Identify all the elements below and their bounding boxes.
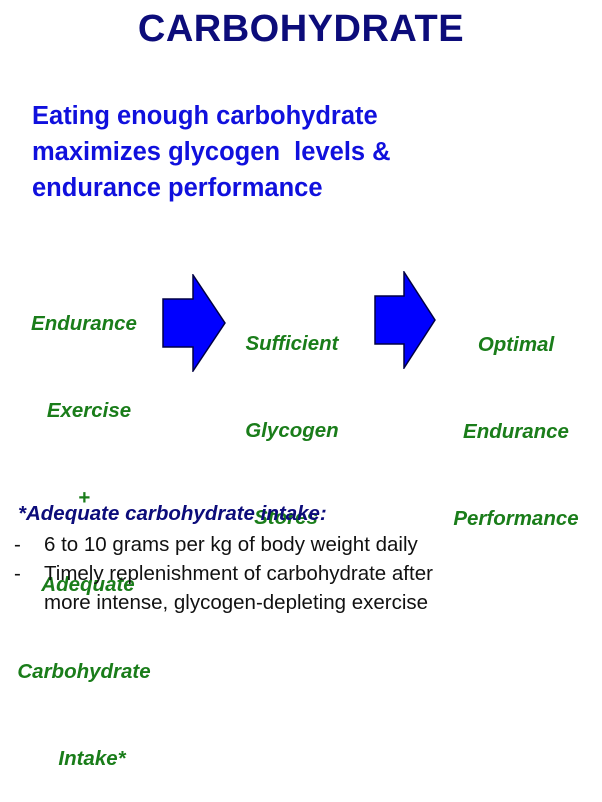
list-item-text: 6 to 10 grams per kg of body weight dail… [44,533,418,556]
subtitle-line: endurance performance [32,174,323,202]
flow-step-performance: Optimal Endurance Performance [436,272,596,562]
flow-step-line: Optimal [477,333,555,356]
flow-step-line: + [78,486,90,509]
flow-step-line: Sufficient [245,332,339,355]
right-arrow-icon [162,274,226,372]
footnote: *Adequate carbohydrate intake: - 6 to 10… [14,500,588,617]
subtitle-line: maximizes glycogen levels & [32,138,391,166]
list-item-text: Timely replenishment of carbohydrate aft… [44,562,433,585]
footnote-title: *Adequate carbohydrate intake: [18,502,327,525]
flow-step-line: Endurance [31,312,137,335]
flow-step-line: Adequate [41,573,135,596]
subtitle: Eating enough carbohydrate maximizes gly… [32,98,592,206]
list-item: - 6 to 10 grams per kg of body weight da… [14,530,588,559]
flow-step-line: Performance [453,507,579,530]
right-arrow-icon [374,271,436,369]
flow-step-glycogen-stores: Sufficient Glycogen Stores [228,271,356,561]
flow-step-line: Carbohydrate [17,660,151,683]
bullet-dash: - [14,533,21,556]
list-item-text: more intense, glycogen-depleting exercis… [44,591,429,614]
list-item: - Timely replenishment of carbohydrate a… [14,559,588,617]
flow-step-line: Exercise [46,399,132,422]
flow-step-line: Glycogen [245,419,339,442]
page-title: CARBOHYDRATE [137,8,465,50]
flow-step-line: Endurance [463,420,569,443]
bullet-dash: - [14,562,21,585]
flow-step-line: Stores [254,506,318,529]
subtitle-line: Eating enough carbohydrate [32,102,378,130]
flow-step-line: Intake* [58,747,126,770]
